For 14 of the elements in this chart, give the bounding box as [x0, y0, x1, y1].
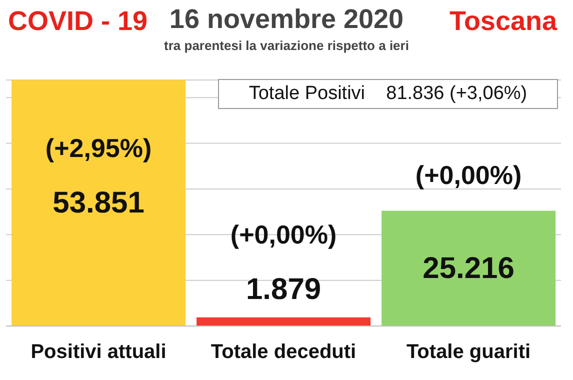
data-label: 1.879: [246, 272, 322, 306]
x-tick-label: Positivi attuali: [30, 341, 166, 364]
annotation: (+0,00%): [415, 160, 522, 190]
x-tick-label: Totale deceduti: [210, 341, 356, 364]
annotation: (+0,00%): [230, 219, 337, 250]
x-tick-label: Totale guariti: [406, 341, 531, 364]
annotation: (+2,95%): [45, 133, 152, 163]
text: COVID - 19: [8, 6, 148, 37]
chart-title: 16 novembre 2020: [169, 4, 404, 34]
chart-subtitle: tra parentesi la variazione rispetto a ieri: [163, 38, 410, 53]
text: Toscana: [449, 6, 557, 37]
data-label: 53.851: [52, 186, 144, 220]
text-box: Totale Positivi 81.836 (+3,06%): [218, 79, 558, 109]
data-label: 25.216: [422, 252, 514, 285]
